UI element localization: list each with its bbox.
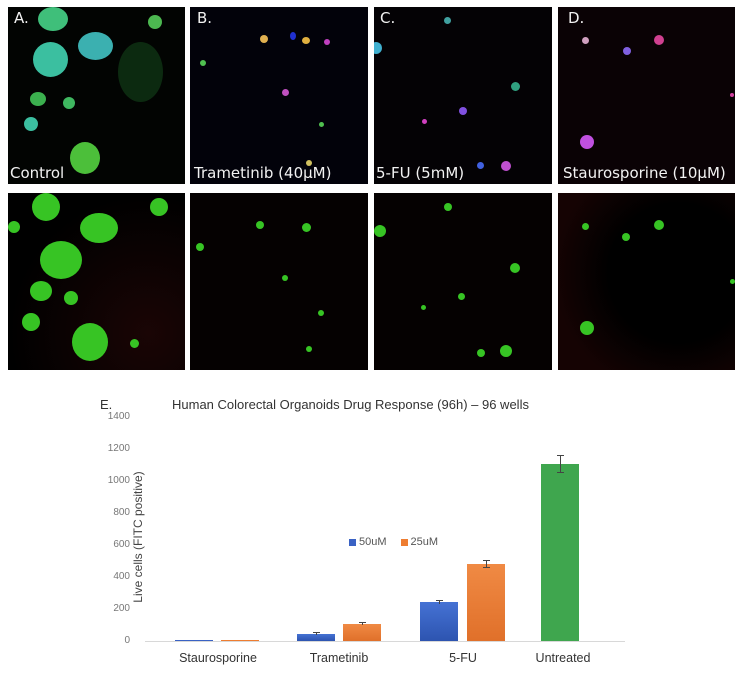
- y-tick: 800: [113, 507, 130, 518]
- y-tick: 1400: [107, 411, 130, 422]
- chart-title: Human Colorectal Organoids Drug Response…: [172, 397, 529, 412]
- y-tick: 600: [113, 539, 130, 550]
- x-tick-label: 5-FU: [449, 651, 477, 665]
- panel-letter: C.: [380, 9, 396, 27]
- x-tick-label: Trametinib: [309, 651, 369, 665]
- bar-trametinib-50uM: [297, 634, 335, 641]
- bar-chart: E. Human Colorectal Organoids Drug Respo…: [0, 390, 750, 676]
- bar-staurosporine-50uM: [175, 640, 213, 641]
- panel-c-5fu-merged: C. 5-FU (5mM): [374, 7, 552, 184]
- panel-a-control-segmented: [8, 193, 185, 370]
- bar-5fu-25uM: [467, 564, 505, 641]
- panel-letter: D.: [568, 9, 585, 27]
- y-axis-label: Live cells (FITC positive): [131, 471, 145, 603]
- legend-swatch-blue: [349, 538, 356, 546]
- bar-trametinib-25uM: [343, 624, 381, 641]
- legend-item-50uM: 50uM: [349, 536, 387, 548]
- panel-e-letter: E.: [100, 397, 113, 412]
- panel-label: Trametinib (40µM): [194, 164, 332, 182]
- panel-label: Control: [10, 164, 65, 182]
- panel-letter: B.: [197, 9, 213, 27]
- y-tick: 200: [113, 603, 130, 614]
- x-axis-line: [145, 641, 625, 642]
- panel-label: 5-FU (5mM): [376, 164, 465, 182]
- legend: 50uM 25uM: [349, 536, 438, 548]
- panel-letter: A.: [14, 9, 29, 27]
- bar-staurosporine-25uM: [221, 640, 259, 641]
- y-tick: 1200: [107, 443, 130, 454]
- panel-d-staurosporine-merged: D. Staurosporine (10µM): [558, 7, 735, 184]
- panel-c-5fu-segmented: [374, 193, 552, 370]
- panel-label: Staurosporine (10µM): [563, 164, 726, 182]
- panel-d-staurosporine-segmented: [558, 193, 735, 370]
- y-tick: 400: [113, 571, 130, 582]
- legend-swatch-orange: [400, 538, 408, 546]
- x-tick-label: Staurosporine: [179, 651, 257, 665]
- panel-b-trametinib-segmented: [190, 193, 368, 370]
- legend-item-25uM: 25uM: [400, 536, 438, 548]
- panel-b-trametinib-merged: B. Trametinib (40µM): [190, 7, 368, 184]
- x-tick-label: Untreated: [535, 651, 591, 665]
- panel-a-control-merged: A. Control: [8, 7, 185, 184]
- bar-untreated: [541, 464, 579, 641]
- y-tick: 0: [124, 635, 130, 646]
- bar-5fu-50uM: [420, 602, 458, 641]
- y-tick: 1000: [107, 475, 130, 486]
